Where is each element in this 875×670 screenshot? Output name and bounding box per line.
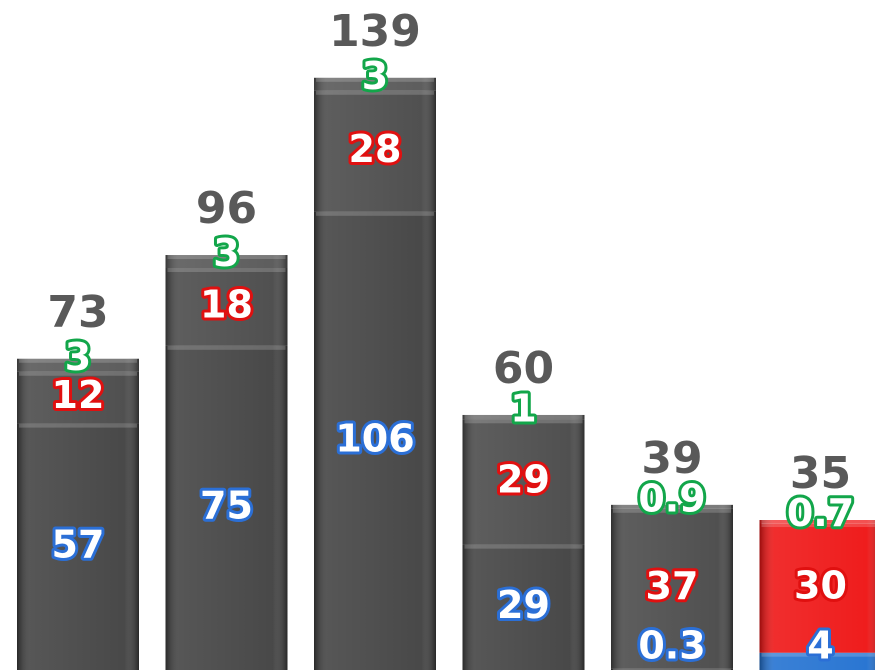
segment-cap — [761, 520, 875, 525]
segment-label: 0.7 — [787, 491, 854, 535]
segment-label: 28 — [349, 127, 402, 171]
total-label: 73 — [47, 287, 108, 338]
segment-cap — [19, 371, 137, 376]
segment-label: 0.9 — [638, 476, 705, 520]
segment-cap — [316, 90, 434, 95]
segment-label: 57 — [52, 522, 105, 566]
segment-cap — [613, 668, 731, 670]
segment-cap — [613, 504, 731, 509]
segment-label: 29 — [497, 583, 550, 627]
bar-shade — [17, 371, 139, 424]
segment-cap — [167, 268, 286, 272]
segment-cap — [167, 345, 286, 350]
segment-cap — [613, 508, 731, 513]
bar-shade — [165, 345, 288, 670]
bar-shade — [759, 652, 875, 670]
segment-label: 18 — [200, 282, 253, 326]
segment-label: 30 — [794, 563, 847, 607]
segment-cap — [464, 419, 583, 424]
segment-label: 12 — [52, 373, 105, 417]
segment-cap — [19, 358, 137, 363]
segment-cap — [316, 211, 434, 216]
bar-shade — [314, 90, 436, 212]
bar-shade — [611, 508, 733, 669]
segment-label: 29 — [497, 457, 550, 501]
total-label: 35 — [790, 448, 851, 499]
segment-label: 75 — [200, 483, 253, 527]
total-label: 96 — [196, 183, 257, 234]
segment-label: 4 — [807, 624, 833, 668]
segment-label: 1 — [510, 387, 536, 431]
segment-label: 0.3 — [638, 624, 705, 668]
bar-shade — [17, 423, 139, 670]
segment-cap — [19, 423, 137, 428]
segment-cap — [464, 414, 583, 419]
segment-label: 3 — [65, 335, 91, 379]
segment-cap — [761, 523, 875, 528]
segment-label: 3 — [213, 231, 239, 275]
total-label: 39 — [641, 433, 702, 484]
total-label: 139 — [329, 6, 421, 57]
segment-cap — [761, 652, 875, 657]
bar-shade — [314, 77, 436, 91]
bar-shade — [759, 520, 875, 524]
bar-shade — [165, 268, 288, 346]
segment-cap — [167, 255, 286, 260]
bar-shade — [17, 358, 139, 372]
segment-cap — [464, 544, 583, 549]
segment-label: 3 — [362, 54, 388, 98]
bar-shade — [462, 419, 585, 545]
segment-label: 106 — [335, 416, 414, 460]
bar-shade — [611, 668, 733, 670]
bar-shade — [314, 211, 436, 670]
bar-shade — [759, 523, 875, 653]
segment-label: 37 — [646, 564, 699, 608]
total-label: 60 — [493, 343, 554, 394]
bar-shade — [165, 255, 288, 268]
bar-shade — [462, 414, 585, 420]
segment-cap — [316, 77, 434, 82]
bar-shade — [611, 504, 733, 509]
bar-shade — [462, 544, 585, 670]
